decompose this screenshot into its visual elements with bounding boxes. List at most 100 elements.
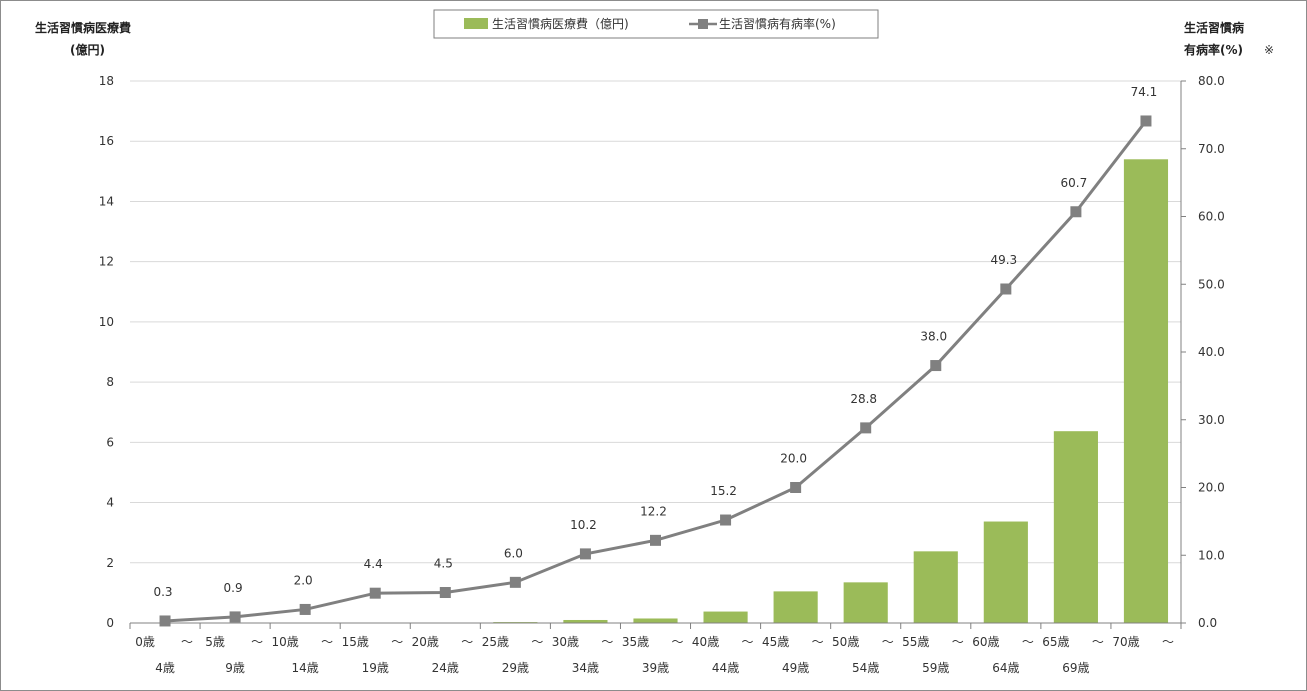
- right-tick-label-3: 30.0: [1198, 413, 1225, 427]
- category-label-2-to: 14歳: [292, 661, 319, 675]
- gridlines: [130, 80, 1181, 564]
- legend-box: [433, 9, 879, 39]
- axes: [129, 80, 1186, 629]
- category-label-1-from: 5歳: [205, 635, 225, 649]
- category-label-0-to: 4歳: [155, 661, 175, 675]
- line-marker-6: [579, 548, 591, 560]
- right-axis-title-line2: 有病率(%): [1184, 42, 1243, 57]
- category-label-7-to: 39歳: [642, 661, 669, 675]
- category-label-14-from: 70歳: [1112, 635, 1139, 649]
- category-label-1-to: 9歳: [225, 661, 245, 675]
- left-tick-label-1: 2: [106, 556, 114, 570]
- category-label-8-to: 44歳: [712, 661, 739, 675]
- category-label-9-to: 49歳: [782, 661, 809, 675]
- category-label-6-to: 34歳: [572, 661, 599, 675]
- right-tick-label-5: 50.0: [1198, 277, 1225, 291]
- line-data-label-1: 0.9: [224, 581, 243, 595]
- right-tick-label-2: 20.0: [1198, 481, 1225, 495]
- left-tick-label-5: 10: [99, 315, 114, 329]
- right-tick-label-4: 40.0: [1198, 345, 1225, 359]
- left-tick-label-9: 18: [99, 74, 114, 88]
- category-label-7-from: 35歳: [622, 635, 649, 649]
- bar-12: [983, 521, 1028, 623]
- line-marker-4: [439, 587, 451, 599]
- legend: 生活習慣病医療費（億円) 生活習慣病有病率(%): [433, 9, 879, 39]
- line-marker-13: [1070, 206, 1082, 218]
- line-marker-1: [229, 611, 241, 623]
- line-series: [159, 115, 1152, 627]
- category-label-5-from: 25歳: [482, 635, 509, 649]
- category-label-13-from: 65歳: [1042, 635, 1069, 649]
- line-marker-11: [930, 360, 942, 372]
- category-label-10-sep: ～: [882, 635, 894, 649]
- labels: 生活習慣病医療費 (億円) 生活習慣病 有病率(%) ※ 0 2 4 6 8 10 12 14…: [35, 20, 1274, 675]
- left-tick-label-2: 4: [106, 496, 114, 510]
- category-label-11-sep: ～: [952, 635, 964, 649]
- bar-series: [353, 159, 1169, 624]
- line-data-label-11: 38.0: [920, 330, 947, 344]
- left-tick-label-4: 8: [106, 375, 114, 389]
- line-marker-12: [1000, 283, 1012, 295]
- left-tick-label-7: 14: [99, 194, 114, 208]
- line-data-label-8: 15.2: [710, 484, 737, 498]
- right-tick-label-0: 0.0: [1198, 616, 1217, 630]
- category-label-3-to: 19歳: [362, 661, 389, 675]
- category-label-10-from: 50歳: [832, 635, 859, 649]
- bar-6: [563, 619, 608, 623]
- legend-bar-swatch: [464, 18, 488, 29]
- left-tick-label-3: 6: [106, 435, 114, 449]
- line-data-label-5: 6.0: [504, 546, 523, 560]
- left-axis-title-line2: (億円): [70, 42, 105, 57]
- bar-13: [1053, 431, 1098, 623]
- category-label-13-to: 69歳: [1062, 661, 1089, 675]
- line-data-label-7: 12.2: [640, 504, 667, 518]
- category-label-14-sep: ～: [1162, 635, 1174, 649]
- line-data-label-4: 4.5: [434, 557, 453, 571]
- category-label-7-sep: ～: [671, 635, 683, 649]
- category-label-6-sep: ～: [601, 635, 613, 649]
- left-tick-label-0: 0: [106, 616, 114, 630]
- bar-8: [703, 611, 748, 623]
- category-label-11-to: 59歳: [922, 661, 949, 675]
- bar-11: [913, 551, 958, 623]
- line-marker-14: [1140, 115, 1152, 127]
- right-tick-label-7: 70.0: [1198, 142, 1225, 156]
- bar-10: [843, 582, 888, 623]
- right-tick-label-1: 10.0: [1198, 548, 1225, 562]
- category-label-13-sep: ～: [1092, 635, 1104, 649]
- category-label-4-from: 20歳: [412, 635, 439, 649]
- left-axis-title-line1: 生活習慣病医療費: [35, 20, 131, 35]
- category-label-6-from: 30歳: [552, 635, 579, 649]
- category-label-9-sep: ～: [812, 635, 824, 649]
- bar-9: [773, 591, 818, 623]
- bar-7: [633, 618, 678, 623]
- category-label-8-sep: ～: [742, 635, 754, 649]
- legend-line-marker: [698, 19, 708, 29]
- right-tick-label-8: 80.0: [1198, 74, 1225, 88]
- category-label-12-from: 60歳: [972, 635, 999, 649]
- right-axis-note: ※: [1264, 43, 1274, 57]
- category-label-8-from: 40歳: [692, 635, 719, 649]
- category-label-3-from: 15歳: [342, 635, 369, 649]
- line-marker-0: [159, 615, 171, 627]
- category-label-5-sep: ～: [531, 635, 543, 649]
- line-marker-2: [299, 603, 311, 615]
- bar-14: [1123, 159, 1169, 624]
- line-data-label-14: 74.1: [1131, 85, 1158, 99]
- line-marker-8: [720, 514, 732, 526]
- category-label-10-to: 54歳: [852, 661, 879, 675]
- category-label-0-sep: ～: [181, 635, 193, 649]
- line-marker-9: [790, 482, 802, 493]
- right-tick-label-6: 60.0: [1198, 210, 1225, 224]
- category-label-2-from: 10歳: [272, 635, 299, 649]
- left-tick-label-6: 12: [99, 255, 114, 269]
- right-axis-title-line1: 生活習慣病: [1184, 20, 1244, 35]
- category-label-3-sep: ～: [391, 635, 403, 649]
- line-data-label-0: 0.3: [153, 585, 172, 599]
- category-label-4-to: 24歳: [432, 661, 459, 675]
- category-label-12-to: 64歳: [992, 661, 1019, 675]
- line-data-label-12: 49.3: [990, 253, 1017, 267]
- line-marker-7: [650, 534, 661, 546]
